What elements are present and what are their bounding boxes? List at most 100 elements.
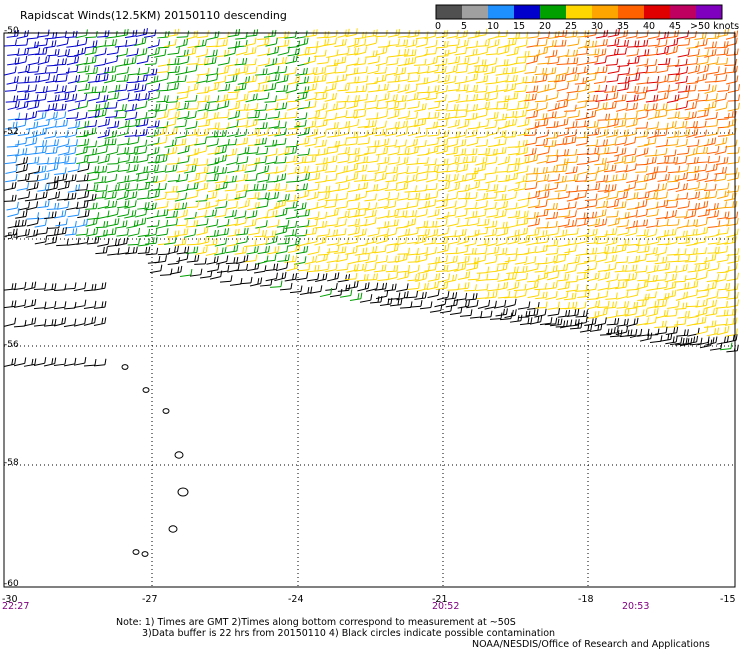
wind-barb (195, 48, 209, 58)
wind-barb (694, 247, 707, 255)
wind-barb (313, 66, 327, 76)
wind-barb (95, 184, 108, 193)
wind-barb (224, 175, 237, 184)
wind-barb (46, 182, 59, 192)
wind-barb (565, 120, 578, 130)
wind-barb (564, 104, 577, 112)
wind-barb (137, 246, 151, 255)
wind-barb (485, 237, 499, 247)
wind-barb (545, 49, 558, 58)
wind-barb (387, 156, 401, 165)
wind-barb (556, 291, 569, 300)
wind-barb (567, 110, 580, 119)
wind-barb (264, 230, 277, 238)
wind-barb (677, 147, 690, 155)
wind-barb (176, 30, 190, 38)
wind-barb (3, 357, 17, 367)
wind-barb (545, 265, 558, 274)
wind-barb (297, 189, 310, 200)
wind-barb (664, 273, 678, 283)
wind-barb (646, 219, 659, 228)
wind-barb (664, 228, 677, 237)
wind-barb (107, 164, 120, 174)
wind-barb (577, 165, 590, 175)
wind-barb (547, 308, 560, 317)
wind-barb (15, 38, 29, 47)
wind-barb (527, 274, 540, 283)
wind-barb (257, 32, 270, 40)
wind-barb (604, 254, 617, 264)
wind-barb (277, 237, 290, 245)
wind-barb (127, 67, 141, 76)
wind-barb (84, 56, 97, 65)
wind-barb (517, 192, 531, 202)
wind-barb (345, 85, 358, 94)
wind-barb (27, 165, 41, 175)
wind-barb (387, 121, 400, 130)
wind-barb (194, 137, 207, 146)
wind-barb (93, 282, 107, 291)
wind-barb (637, 138, 650, 148)
wind-barb (295, 91, 308, 101)
wind-barb (254, 183, 268, 191)
wind-barb (616, 102, 629, 112)
wind-barb (445, 147, 459, 156)
wind-barb (164, 236, 177, 245)
wind-barb (406, 227, 419, 236)
wind-barb (397, 110, 411, 120)
wind-barb (155, 121, 169, 129)
wind-barb (204, 191, 218, 201)
wind-barb (54, 85, 67, 94)
wind-barb (294, 112, 308, 121)
wind-barb (164, 118, 177, 128)
wind-barb (355, 156, 369, 165)
wind-barb (507, 157, 521, 166)
wind-barb (724, 236, 737, 245)
wind-barb (34, 146, 47, 155)
wind-barb (614, 264, 628, 273)
wind-barb (145, 237, 158, 245)
wind-barb (475, 192, 489, 202)
wind-barb (577, 39, 591, 49)
wind-barb (244, 46, 257, 56)
wind-barb (464, 148, 478, 156)
wind-barb (84, 86, 97, 94)
wind-barb (705, 119, 719, 128)
legend-label: 30 (591, 21, 603, 32)
wind-barb (104, 173, 118, 183)
wind-barb (597, 190, 610, 200)
wind-barb (475, 156, 488, 166)
wind-barb (416, 65, 430, 75)
wind-barb (677, 254, 690, 263)
wind-barb (353, 103, 367, 111)
wind-barb (287, 75, 301, 85)
wind-barb (584, 247, 598, 255)
wind-barb (26, 156, 40, 165)
wind-barb (346, 263, 359, 273)
wind-barb (124, 129, 138, 138)
wind-barb (595, 66, 608, 74)
wind-barb (564, 264, 578, 274)
wind-barb (34, 93, 47, 102)
wind-barb (377, 191, 391, 201)
wind-barb (595, 93, 608, 102)
wind-barb (254, 230, 267, 238)
wind-barb (354, 190, 368, 200)
wind-barb (527, 30, 540, 39)
wind-barb (704, 190, 718, 200)
wind-barb (455, 94, 469, 103)
wind-barb (216, 228, 230, 237)
wind-barb (727, 156, 740, 165)
wind-barb (436, 264, 449, 273)
wind-barb (457, 300, 470, 309)
wind-barb (186, 182, 199, 191)
wind-barb (647, 236, 660, 246)
wind-barb (666, 130, 680, 139)
wind-barb (614, 47, 627, 56)
wind-barb (135, 166, 149, 175)
wind-barb (295, 183, 309, 191)
wind-barb (15, 164, 29, 174)
wind-barb (517, 235, 531, 245)
wind-barb (165, 164, 178, 173)
wind-barb (387, 146, 400, 156)
